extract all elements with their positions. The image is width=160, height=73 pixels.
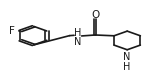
Text: N
H: N H xyxy=(123,52,130,72)
Text: F: F xyxy=(9,26,15,36)
Text: H
N: H N xyxy=(74,28,81,47)
Text: O: O xyxy=(92,10,100,20)
